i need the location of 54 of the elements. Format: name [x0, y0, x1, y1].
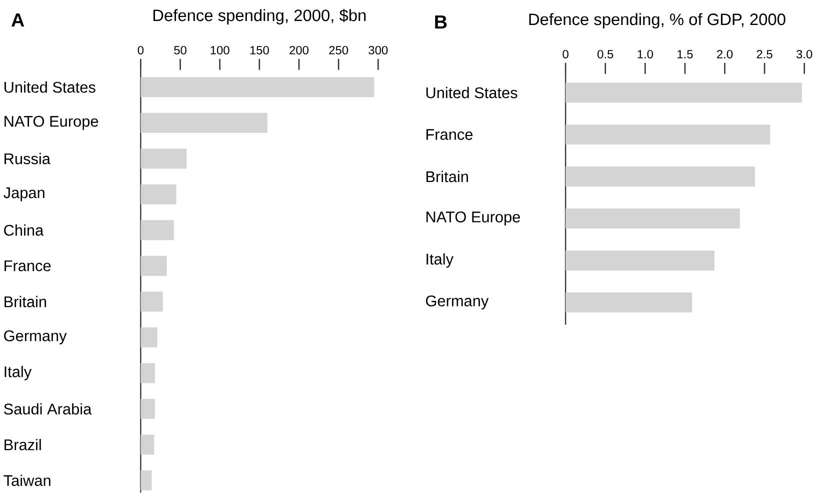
- y-tick-label: United States: [4, 81, 96, 93]
- bar: [140, 148, 187, 169]
- x-tick-label: 200: [290, 46, 308, 54]
- y-tick-label: NATO Europe: [4, 116, 98, 130]
- bar: [140, 184, 176, 204]
- bar: [566, 124, 770, 145]
- bar: [140, 77, 374, 98]
- x-tick-label: 2.5: [756, 50, 772, 58]
- y-tick-label: United States: [426, 86, 518, 98]
- x-axis-title: Defence spending, 2000, $bn: [153, 8, 366, 24]
- y-tick-label: Germany: [4, 330, 67, 344]
- y-tick-label: China: [4, 224, 44, 236]
- x-tick-label: 150: [250, 46, 269, 54]
- bar: [566, 208, 740, 228]
- y-tick-label: Brazil: [4, 438, 41, 450]
- x-tick-label: 50: [174, 46, 186, 54]
- bar: [140, 256, 167, 276]
- x-tick-label: 250: [329, 46, 348, 54]
- text: A: [11, 13, 24, 26]
- x-tick-label: 2.0: [717, 50, 733, 58]
- bar: [566, 166, 755, 186]
- y-tick-label: Germany: [426, 295, 489, 310]
- bar: [140, 327, 158, 348]
- x-tick-label: 0.5: [598, 50, 614, 58]
- text: B: [435, 15, 447, 28]
- bar: [140, 292, 163, 312]
- x-tick-label: 0: [138, 46, 144, 54]
- bar: [140, 398, 155, 419]
- x-axis-title: Defence spending, % of GDP, 2000: [529, 13, 786, 28]
- bar: [566, 250, 714, 270]
- bar: [566, 292, 692, 312]
- y-tick-label: NATO Europe: [426, 211, 520, 226]
- bar: [140, 112, 268, 133]
- bar: [140, 363, 155, 384]
- y-tick-label: Italy: [426, 253, 454, 268]
- bar: [140, 434, 154, 455]
- y-tick-label: Britain: [4, 296, 46, 308]
- bar: [140, 470, 152, 490]
- x-tick-label: 1.5: [678, 50, 693, 58]
- y-tick-label: Britain: [426, 170, 468, 182]
- x-tick-label: 0: [562, 50, 568, 58]
- bar: [140, 220, 174, 240]
- y-tick-label: Japan: [4, 187, 44, 202]
- y-tick-label: France: [426, 129, 473, 140]
- x-tick-label: 3.0: [796, 50, 812, 58]
- y-tick-label: Italy: [4, 366, 32, 380]
- bar: [566, 82, 802, 103]
- x-tick-label: 100: [210, 46, 230, 54]
- y-tick-label: France: [4, 260, 51, 272]
- y-tick-label: Saudi Arabia: [4, 403, 92, 414]
- x-tick-label: 1.0: [638, 50, 653, 58]
- y-tick-label: Russia: [4, 152, 50, 164]
- y-tick-label: Taiwan: [4, 474, 50, 486]
- x-tick-label: 300: [368, 46, 388, 54]
